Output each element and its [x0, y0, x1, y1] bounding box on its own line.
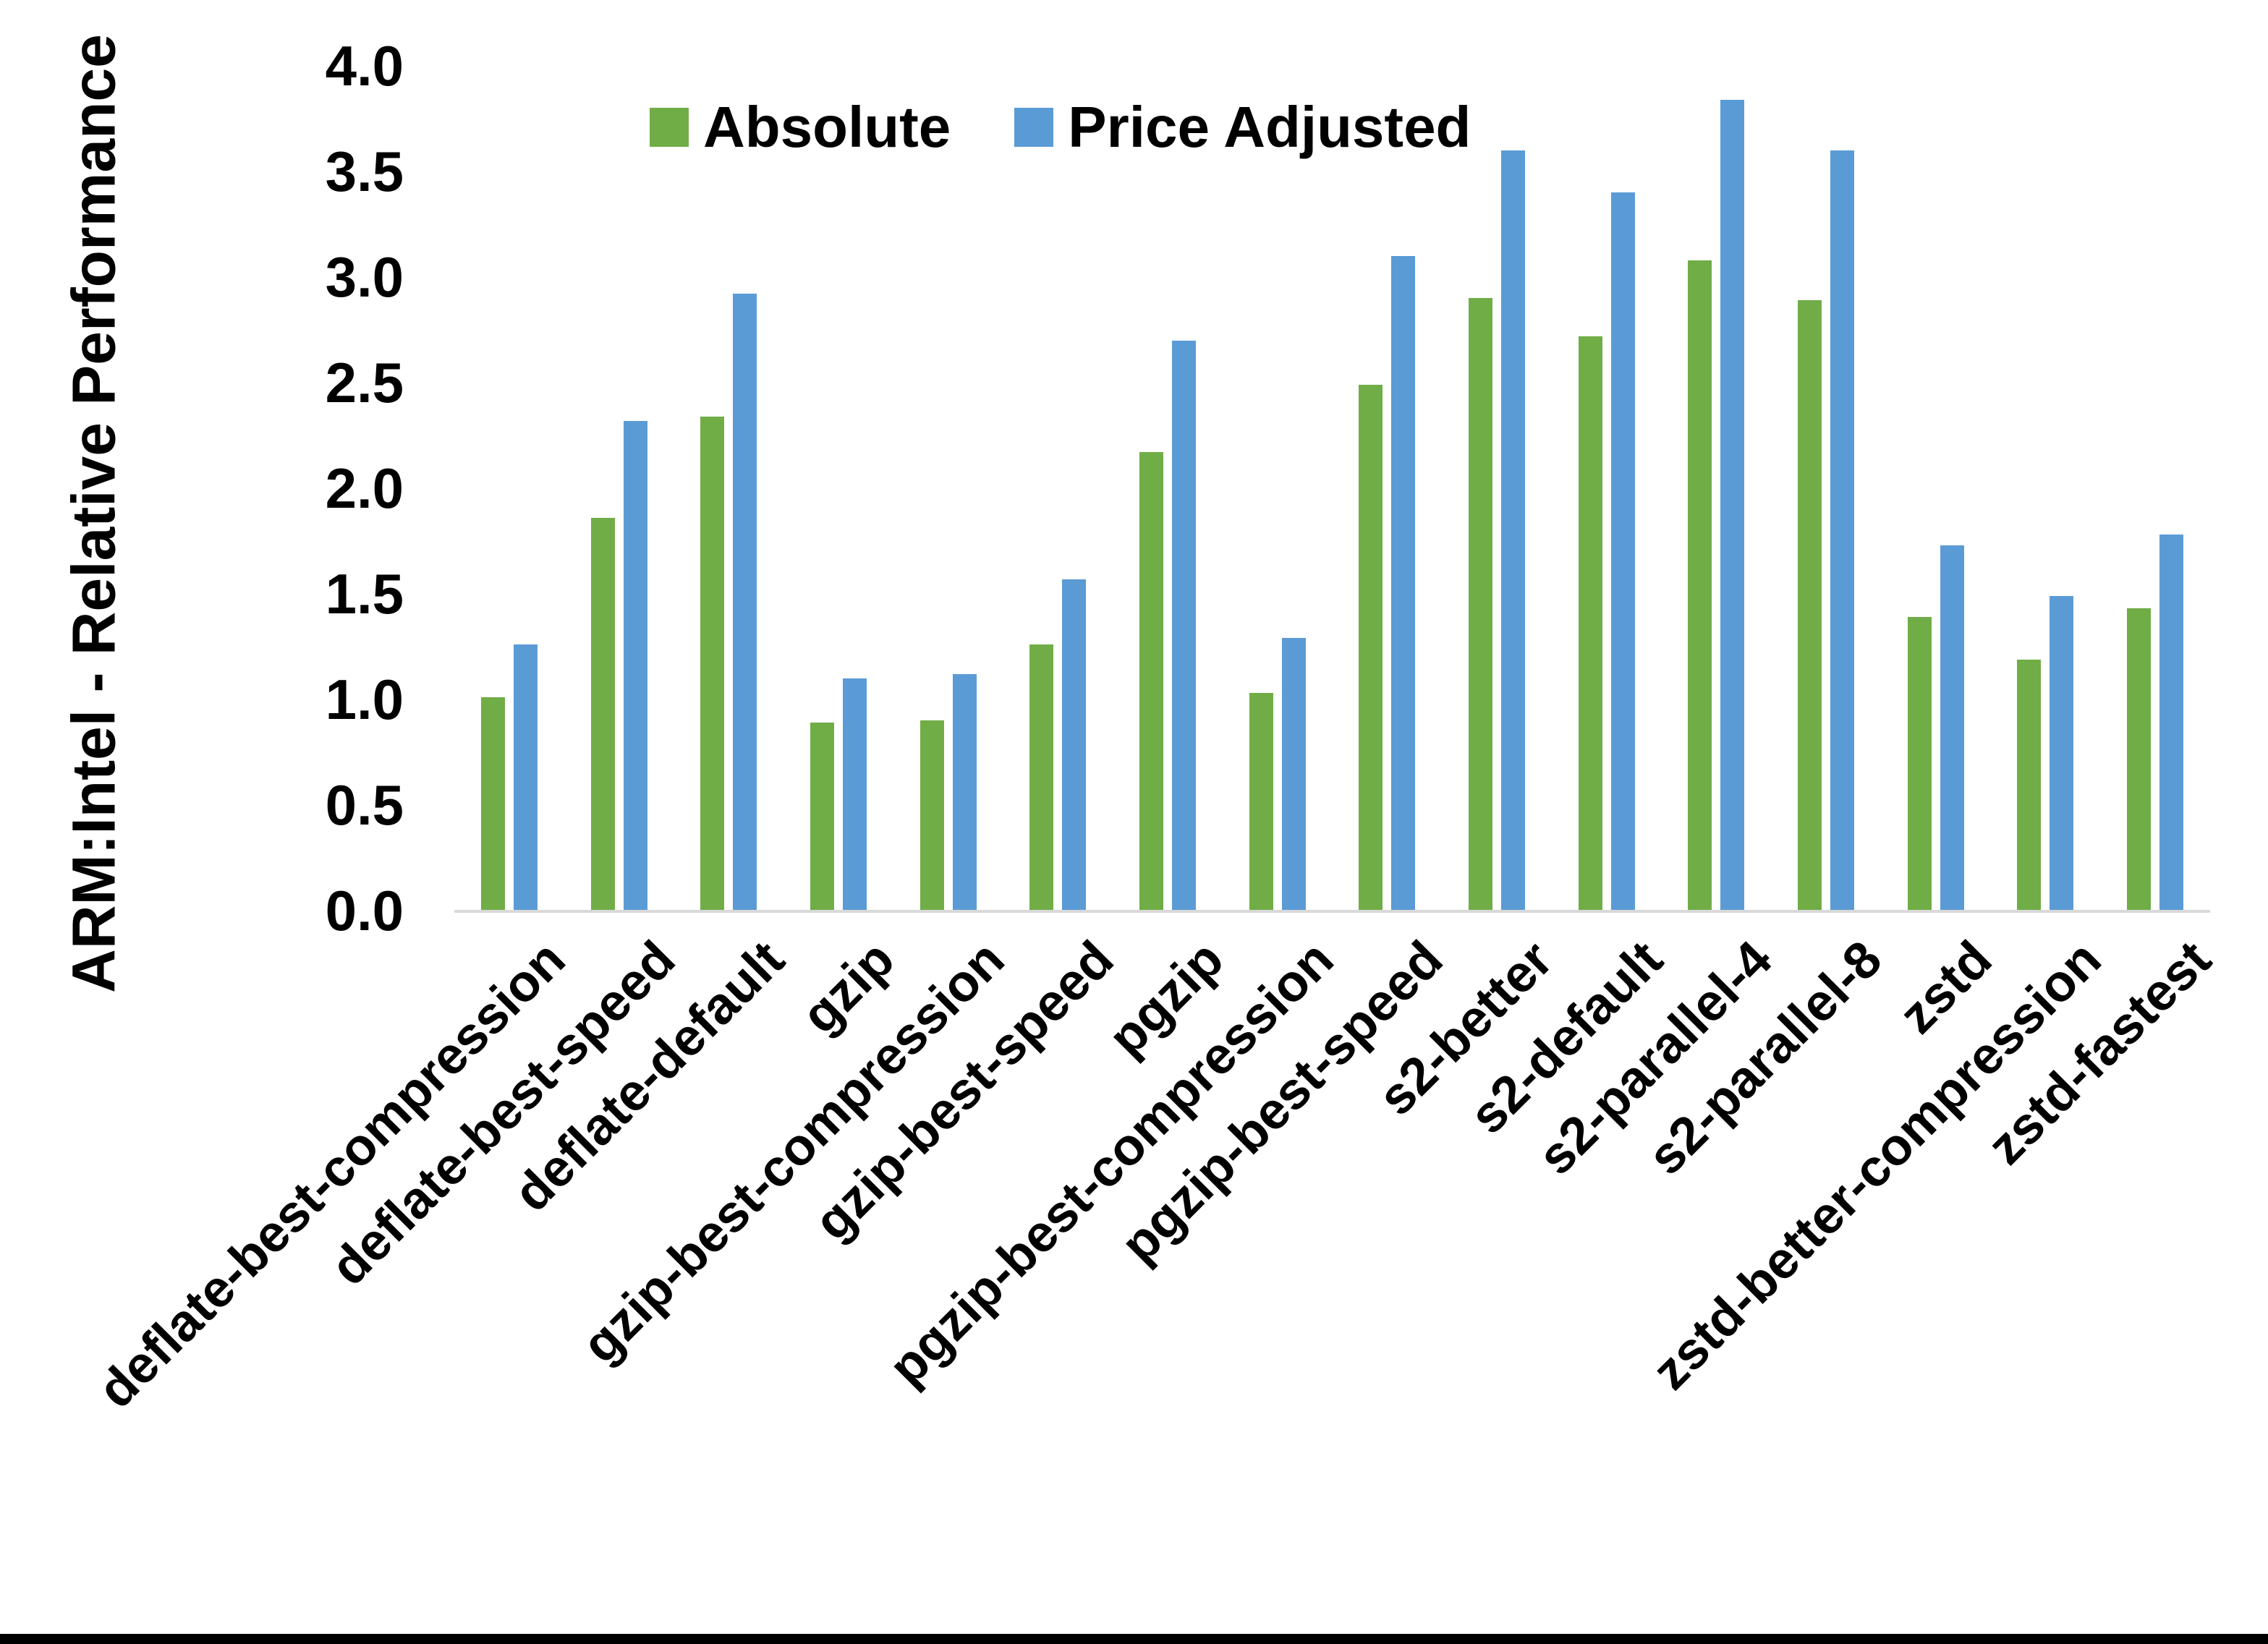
bar-absolute: [1907, 617, 1932, 911]
y-axis-tick-label: 4.0: [325, 34, 404, 98]
bar-absolute: [1688, 260, 1712, 911]
y-axis-tick-label: 0.0: [325, 879, 404, 942]
bar-group: [454, 66, 564, 911]
y-axis-tick-label: 1.5: [325, 562, 404, 626]
legend-label-price-adjusted: Price Adjusted: [1068, 95, 1471, 159]
bar-price-adjusted: [1501, 150, 1526, 911]
bar-absolute: [919, 720, 944, 911]
bar-absolute: [1578, 336, 1602, 911]
bar-absolute: [1029, 644, 1054, 911]
bar-absolute: [2127, 608, 2152, 911]
y-axis-tick-label: 0.5: [325, 773, 404, 837]
bar-price-adjusted: [1940, 545, 1964, 911]
bar-group: [893, 66, 1003, 911]
bar-group: [1333, 66, 1443, 911]
y-axis-tick-label: 2.5: [325, 351, 404, 414]
bar-price-adjusted: [513, 644, 538, 911]
bottom-border: [0, 1634, 2268, 1644]
bar-group: [1991, 66, 2101, 911]
bar-price-adjusted: [1391, 256, 1416, 911]
bar-price-adjusted: [952, 674, 977, 911]
bar-group: [1223, 66, 1333, 911]
legend-swatch-price-adjusted-icon: [1014, 108, 1054, 147]
bar-price-adjusted: [733, 294, 757, 911]
bar-absolute: [700, 417, 725, 911]
y-axis-tick-label: 2.0: [325, 456, 404, 520]
bar-group: [783, 66, 893, 911]
x-axis-line: [454, 910, 2210, 913]
bar-group: [1662, 66, 1772, 911]
bar-absolute: [810, 723, 834, 911]
bar-group: [1442, 66, 1552, 911]
bar-price-adjusted: [2050, 596, 2074, 911]
bar-absolute: [1359, 385, 1383, 911]
y-axis-tick-label: 3.0: [325, 245, 404, 309]
bar-price-adjusted: [1281, 638, 1306, 911]
legend: Absolute Price Adjusted: [650, 94, 1471, 161]
y-axis-tick-label: 1.0: [325, 668, 404, 731]
bar-price-adjusted: [623, 421, 647, 911]
bar-absolute: [1139, 452, 1163, 911]
bar-absolute: [1469, 298, 1493, 911]
bar-group: [1552, 66, 1662, 911]
bar-price-adjusted: [1720, 100, 1745, 911]
bar-absolute: [590, 518, 615, 911]
bar-price-adjusted: [1610, 192, 1635, 911]
bar-group: [1113, 66, 1223, 911]
bar-absolute: [480, 697, 505, 911]
bar-absolute: [1798, 300, 1822, 911]
legend-label-absolute: Absolute: [703, 95, 951, 159]
bar-price-adjusted: [1062, 579, 1087, 911]
bar-absolute: [1249, 693, 1273, 911]
legend-swatch-absolute-icon: [650, 108, 689, 147]
bar-group: [564, 66, 674, 911]
plot-area: [454, 66, 2210, 913]
legend-item-price-adjusted: Price Adjusted: [1014, 94, 1471, 161]
legend-item-absolute: Absolute: [650, 94, 951, 161]
bar-group: [1771, 66, 1881, 911]
bar-price-adjusted: [1171, 341, 1196, 911]
bar-group: [674, 66, 783, 911]
y-axis-tick-label: 3.5: [325, 140, 404, 203]
bar-groups: [454, 66, 2210, 911]
y-axis-title: ARM:Intel - Relative Performance: [59, 34, 128, 993]
bar-group: [2100, 66, 2210, 911]
bar-price-adjusted: [842, 678, 867, 911]
bar-price-adjusted: [1830, 150, 1855, 911]
bar-group: [1003, 66, 1113, 911]
bar-absolute: [2017, 660, 2042, 911]
bar-group: [1881, 66, 1991, 911]
bar-price-adjusted: [2159, 534, 2184, 911]
